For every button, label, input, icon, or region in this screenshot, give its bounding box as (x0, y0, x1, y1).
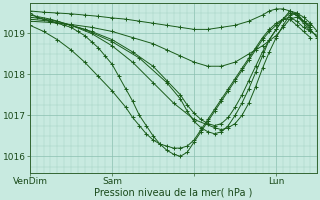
X-axis label: Pression niveau de la mer( hPa ): Pression niveau de la mer( hPa ) (94, 187, 253, 197)
